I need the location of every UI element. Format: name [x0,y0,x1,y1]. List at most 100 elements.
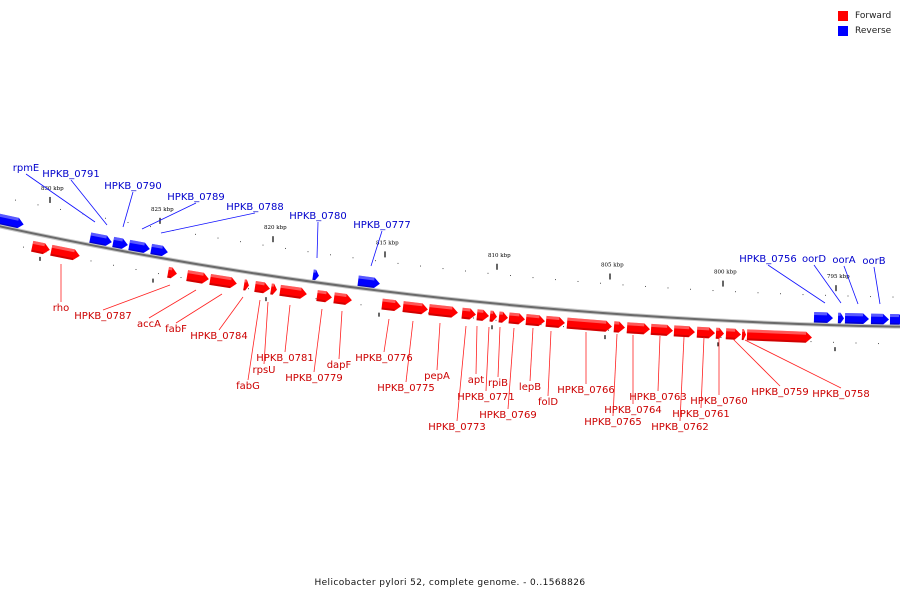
forward-gene-arrow [50,244,80,261]
forward-gene-arrow-shine [210,273,232,281]
leader-line [148,289,197,319]
reverse-gene-arrow-body [889,314,900,326]
scale-dot [135,268,137,270]
leader-line [547,330,552,397]
forward-gene-arrow [626,322,650,335]
leader-line [436,322,441,371]
forward-gene-arrow-body [696,326,715,339]
scale-dot [127,221,129,223]
forward-gene-arrow [402,301,428,315]
forward-gene-arrow [476,309,489,321]
scale-dot [878,343,879,345]
gene-label: HPKB_0780 [289,211,346,222]
reverse-gene-arrow-body [844,312,869,325]
gene-label: pepA [424,371,450,382]
reverse-gene-arrow-shine [871,313,884,317]
forward-gene-arrow-shine [697,326,710,331]
forward-gene-arrow-shine [651,323,668,328]
forward-gene-arrow-body [626,322,650,335]
reverse-gene-arrow-body [112,236,128,250]
forward-gene-arrow [243,279,249,291]
leader-line [247,299,261,381]
forward-gene-arrow [746,329,812,343]
forward-gene-arrow-shade [461,316,470,320]
genome-caption: Helicobacter pylori 52, complete genome.… [314,578,586,588]
scale-label: 800 kbp [714,270,737,276]
forward-gene-arrow-shade [209,282,231,289]
forward-gene-arrow [696,326,715,339]
forward-gene-arrow [613,321,625,333]
forward-gene-arrow-shine [187,270,204,276]
reverse-gene-arrow-shine [313,269,317,273]
reverse-gene-arrow-shine [151,243,163,249]
leader-line [70,179,108,226]
reverse-gene-arrow-body [870,313,889,325]
gene-label: HPKB_0791 [42,169,99,180]
forward-gene-arrow-shade [673,334,689,338]
gene-label: accA [137,319,161,330]
forward-gene-arrow [741,329,746,341]
leader-line [529,327,534,382]
forward-gene-arrow-body [209,273,237,289]
leader-line [485,326,490,392]
forward-gene-arrow [673,325,695,338]
forward-gene-arrow-body [50,244,80,261]
scale-dot [780,293,781,295]
scale-dot [105,217,106,219]
forward-gene-arrow-body [498,311,508,323]
gene-label: HPKB_0773 [428,422,485,433]
reverse-gene-arrow [870,313,889,325]
reverse-gene-arrow [844,312,869,325]
scale-dot [712,290,714,292]
forward-gene-arrow-shade [254,289,264,294]
gene-label: lepB [519,382,541,393]
forward-gene-arrow-shine [726,328,736,332]
leader-line [456,325,467,422]
scale-dot [465,270,466,272]
scale-dot [262,244,264,246]
forward-gene-arrow-shade [525,323,539,327]
forward-gene-arrow-shine [490,310,494,314]
forward-gene-arrow-shade [715,336,720,339]
leader-line [507,327,515,410]
scale-dot [833,341,834,343]
scale-dot [428,312,429,314]
forward-gene-arrow-body [566,317,612,332]
forward-gene-arrow-body [316,290,332,303]
reverse-gene-arrow-shine [358,275,375,281]
leader-line [102,284,171,311]
leader-line [873,266,881,305]
forward-gene-arrow-body [650,323,673,336]
forward-gene-arrow [725,328,741,340]
reverse-gene-arrow [813,311,833,324]
scale-dot [892,296,894,298]
scale-dot [375,260,376,262]
gene-label: HPKB_0771 [457,392,514,403]
leader-line [122,191,134,228]
scale-dot [420,265,421,267]
forward-gene-arrow [461,307,476,320]
forward-gene-arrow-shine [499,311,504,315]
forward-gene-arrow-body [270,283,277,295]
reverse-gene-arrow [112,236,128,250]
scale-dot [60,208,61,210]
scale-dot [563,326,564,328]
forward-gene-arrow-body [525,314,545,327]
forward-gene-arrow-shine [244,279,247,283]
forward-gene-arrow [715,327,724,339]
forward-gene-arrow-shine [716,327,720,331]
gene-label: HPKB_0760 [690,396,747,407]
scale-dot [195,233,196,235]
leader-line [338,310,343,360]
reverse-gene-arrow-shine [113,236,123,242]
scale-dot [397,262,399,264]
leader-line [316,221,319,259]
forward-gene-arrow-body [508,312,525,325]
scale-dot [487,272,489,274]
forward-gene-arrow-shade [402,310,422,315]
scale-label: 825 kbp [151,207,174,213]
gene-label: HPKB_0777 [353,220,410,231]
legend-reverse-label: Reverse [855,25,892,36]
forward-gene-arrow-shade [545,324,559,328]
